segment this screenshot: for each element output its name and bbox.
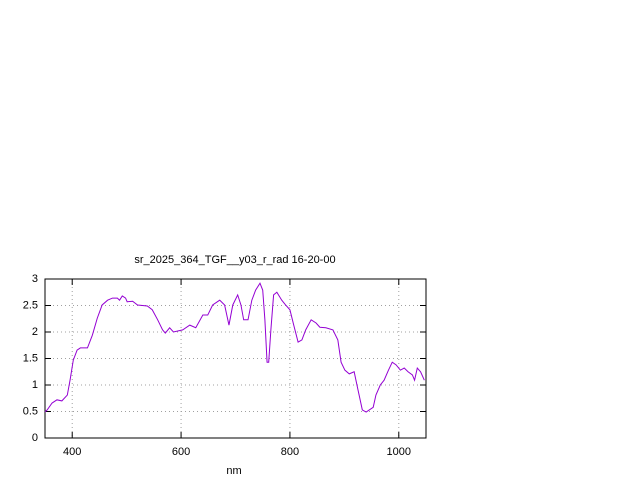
y-tick-label: 2 [32,326,38,338]
x-axis-label: nm [226,465,241,477]
y-tick-label: 3 [32,273,38,285]
x-tick-label: 800 [281,446,299,458]
data-line [44,282,425,413]
y-tick-label: 2.5 [23,299,38,311]
plot-border [44,278,427,439]
y-tick-label: 0 [32,432,38,444]
x-tick-label: 1000 [387,446,411,458]
y-tick-label: 1 [32,379,38,391]
y-tick-label: 1.5 [23,352,38,364]
x-tick-label: 400 [63,446,81,458]
y-tick-label: 0.5 [23,405,38,417]
chart-title: sr_2025_364_TGF__y03_r_rad 16-20-00 [134,254,335,266]
x-tick-label: 600 [172,446,190,458]
